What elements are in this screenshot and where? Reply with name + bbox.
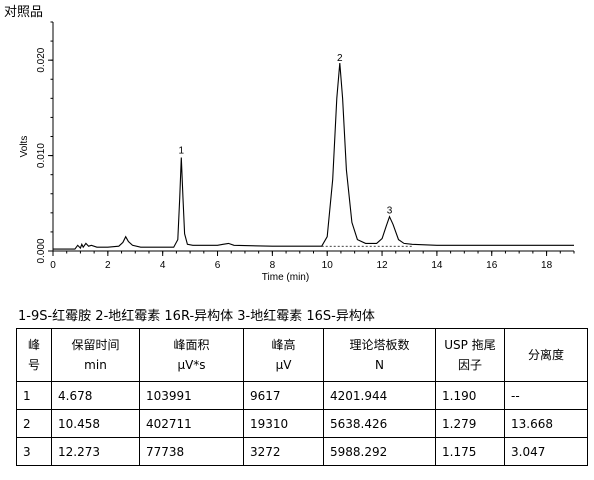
y-tick-label: 0.020 [36,47,47,72]
header-resolution: 分离度 [504,328,588,382]
peak-legend: 1-9S-红霉胺 2-地红霉素 16R-异构体 3-地红霉素 16S-异构体 [18,309,375,324]
cell-peak-height: 3272 [243,437,324,466]
header-peak-number: 峰号 [16,328,52,382]
x-axis-label: Time (min) [262,272,309,283]
cell-resolution: -- [504,381,588,410]
header-retention-time: 保留时间 min [51,328,140,382]
cell-theoretical-plates: 5988.292 [323,437,436,466]
cell-theoretical-plates: 4201.944 [323,381,436,410]
header-usp-tailing: USP 拖尾 因子 [435,328,505,382]
cell-usp-tailing: 1.175 [435,437,505,466]
peak-label: 2 [337,53,343,64]
cell-theoretical-plates: 5638.426 [323,409,436,438]
x-tick-label: 14 [431,260,443,271]
table-row: 1 4.678 103991 9617 4201.944 1.190 -- [16,381,588,410]
x-tick-label: 4 [160,260,166,271]
cell-peak-area: 402711 [139,409,244,438]
header-peak-height: 峰高 μV [243,328,324,382]
x-tick-label: 0 [50,260,56,271]
chromatogram-trace [53,62,574,250]
cell-usp-tailing: 1.190 [435,381,505,410]
x-tick-label: 18 [541,260,553,271]
cell-resolution: 13.668 [504,409,588,438]
chart-axes [48,21,575,256]
peak-label: 1 [178,145,184,156]
cell-peak-area: 103991 [139,381,244,410]
x-tick-label: 6 [215,260,221,271]
cell-resolution: 3.047 [504,437,588,466]
table-header-row: 峰号 保留时间 min 峰面积 μV*s 峰高 μV 理论塔板数 N USP 拖尾 因子 … [16,328,588,382]
cell-peak-height: 19310 [243,409,324,438]
cell-peak-area: 77738 [139,437,244,466]
chart-plot-area [53,62,574,250]
table-row: 2 10.458 402711 19310 5638.426 1.279 13.… [16,409,588,438]
header-theoretical-plates: 理论塔板数 N [323,328,436,382]
y-tick-label: 0.000 [36,238,47,263]
results-table: 峰号 保留时间 min 峰面积 μV*s 峰高 μV 理论塔板数 N USP 拖尾 因子 … [16,328,588,466]
x-tick-label: 16 [486,260,498,271]
cell-peak-height: 9617 [243,381,324,410]
cell-usp-tailing: 1.279 [435,409,505,438]
x-tick-label: 10 [322,260,334,271]
cell-peak-number: 2 [16,409,52,438]
y-axis-label: Volts [19,136,30,158]
cell-retention-time: 10.458 [51,409,140,438]
cell-peak-number: 1 [16,381,52,410]
cell-retention-time: 12.273 [51,437,140,466]
cell-peak-number: 3 [16,437,52,466]
x-tick-label: 8 [270,260,276,271]
table-row: 3 12.273 77738 3272 5988.292 1.175 3.047 [16,437,588,466]
cell-retention-time: 4.678 [51,381,140,410]
x-tick-label: 2 [105,260,111,271]
page-title: 对照品 [4,5,44,20]
header-peak-area: 峰面积 μV*s [139,328,244,382]
x-tick-label: 12 [376,260,388,271]
peak-label: 3 [387,206,393,217]
y-tick-label: 0.010 [36,143,47,168]
